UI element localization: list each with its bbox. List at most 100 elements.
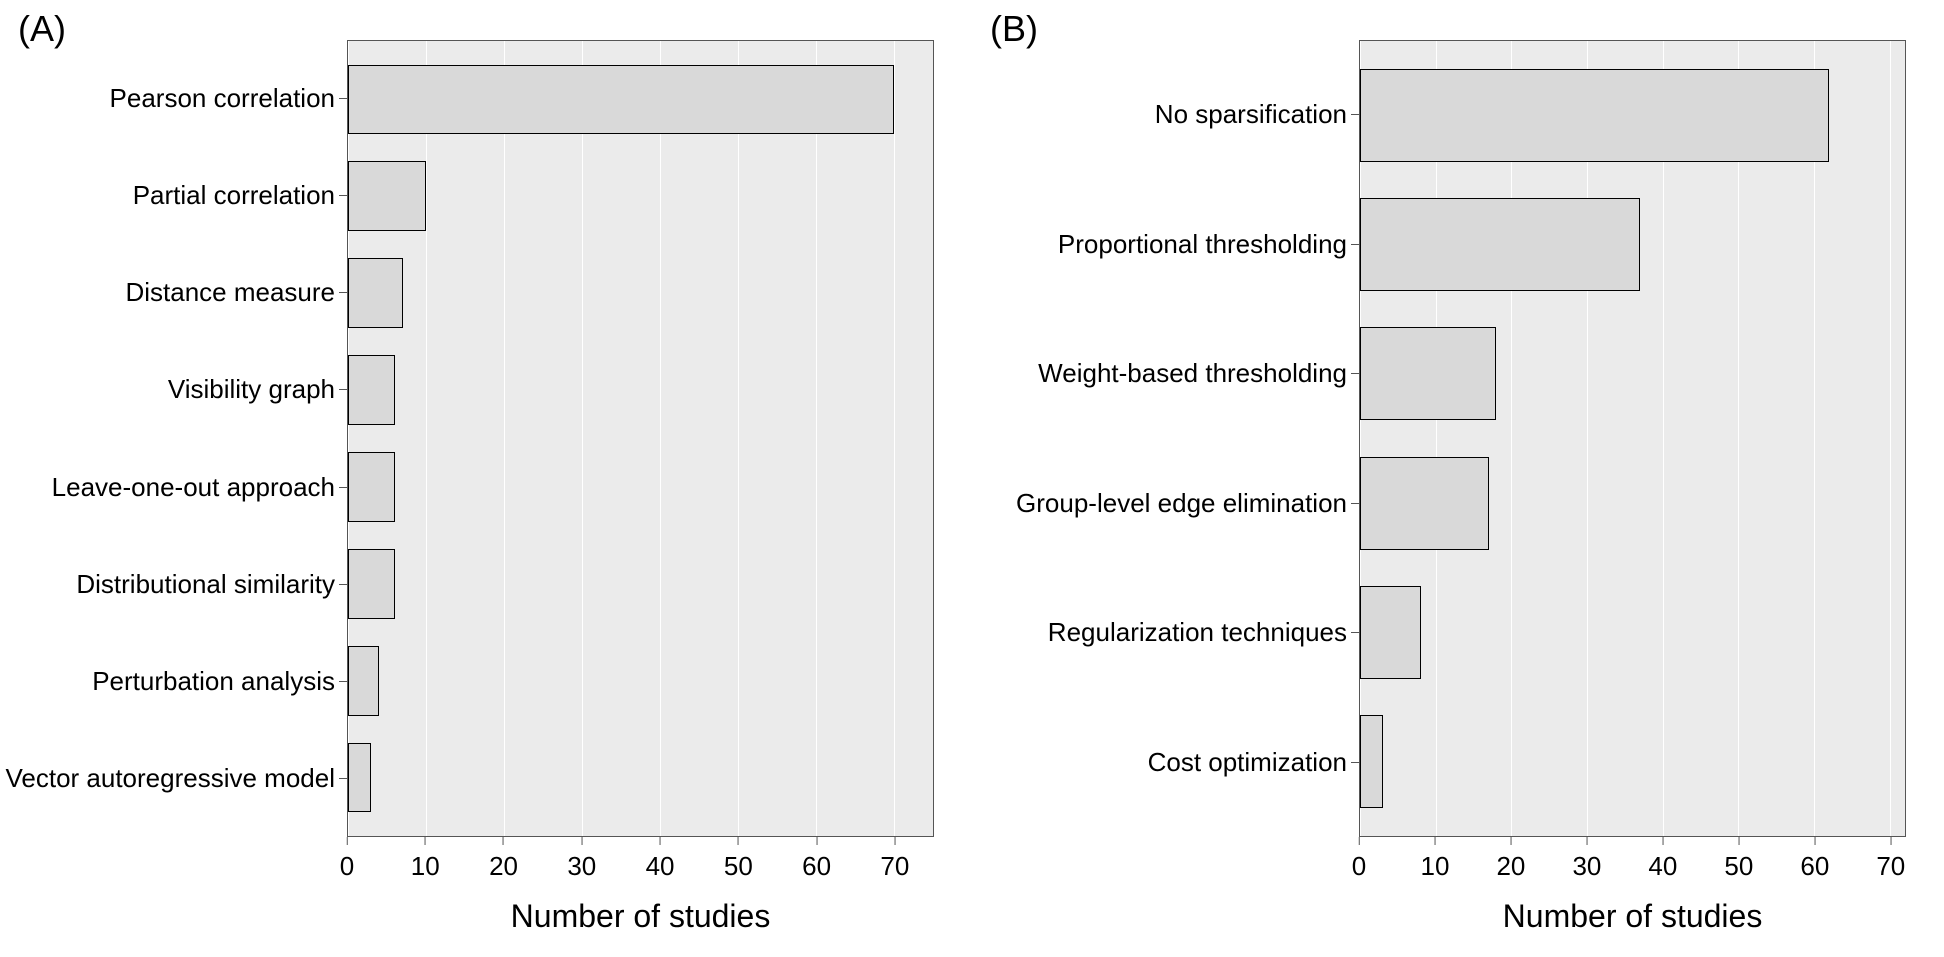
- x-tick-label: 10: [411, 851, 440, 882]
- bar-row: [1360, 51, 1905, 180]
- x-tick-mark: [894, 837, 895, 845]
- bar-row: [1360, 439, 1905, 568]
- x-tick-mark: [581, 837, 582, 845]
- y-axis-label: Weight-based thresholding: [972, 309, 1347, 439]
- y-axis-label-text: Visibility graph: [168, 374, 335, 405]
- x-tick-label: 70: [1876, 851, 1905, 882]
- y-axis-label-text: Leave-one-out approach: [52, 472, 335, 503]
- x-tick: 30: [1572, 837, 1601, 882]
- panel-b: (B) No sparsificationProportional thresh…: [972, 0, 1944, 957]
- panel-a-x-title: Number of studies: [347, 898, 934, 935]
- y-tick-mark: [339, 195, 347, 196]
- x-tick: 40: [646, 837, 675, 882]
- x-tick: 60: [1800, 837, 1829, 882]
- bar: [1360, 198, 1640, 291]
- x-tick: 50: [1724, 837, 1753, 882]
- y-tick-mark: [339, 487, 347, 488]
- y-axis-label-text: Vector autoregressive model: [5, 763, 335, 794]
- y-axis-label-text: Weight-based thresholding: [1038, 358, 1347, 389]
- bar-row: [348, 439, 933, 536]
- y-axis-label: Partial correlation: [0, 147, 335, 244]
- bar-row: [1360, 180, 1905, 309]
- figure-container: (A) Pearson correlationPartial correlati…: [0, 0, 1944, 957]
- y-axis-label-text: Perturbation analysis: [92, 666, 335, 697]
- y-tick-mark: [1351, 632, 1359, 633]
- bar: [1360, 457, 1489, 550]
- y-axis-label: Distributional similarity: [0, 536, 335, 633]
- y-axis-label-text: Group-level edge elimination: [1016, 488, 1347, 519]
- y-axis-label-text: Distributional similarity: [76, 569, 335, 600]
- x-tick-label: 50: [724, 851, 753, 882]
- panel-a-y-labels: Pearson correlationPartial correlationDi…: [0, 40, 335, 837]
- y-tick-mark: [339, 778, 347, 779]
- y-tick-mark: [1351, 762, 1359, 763]
- x-tick: 20: [489, 837, 518, 882]
- bar-row: [348, 51, 933, 148]
- x-tick-label: 30: [1572, 851, 1601, 882]
- x-tick: 10: [1421, 837, 1450, 882]
- x-tick-mark: [425, 837, 426, 845]
- panel-b-y-labels: No sparsificationProportional thresholdi…: [972, 40, 1347, 837]
- y-axis-label: Visibility graph: [0, 341, 335, 438]
- x-tick-mark: [1586, 837, 1587, 845]
- x-tick-mark: [347, 837, 348, 845]
- bar: [1360, 327, 1496, 420]
- panel-a: (A) Pearson correlationPartial correlati…: [0, 0, 972, 957]
- bar-row: [348, 535, 933, 632]
- y-axis-label-text: Regularization techniques: [1048, 617, 1347, 648]
- x-tick-mark: [1890, 837, 1891, 845]
- x-tick-label: 20: [489, 851, 518, 882]
- y-tick-mark: [339, 292, 347, 293]
- panel-a-bars: [348, 41, 933, 836]
- y-tick-mark: [1351, 503, 1359, 504]
- x-tick-mark: [503, 837, 504, 845]
- x-tick-mark: [1510, 837, 1511, 845]
- y-axis-label: Regularization techniques: [972, 568, 1347, 698]
- x-tick-label: 50: [1724, 851, 1753, 882]
- bar: [348, 258, 403, 328]
- bar-row: [1360, 309, 1905, 438]
- x-tick-mark: [1434, 837, 1435, 845]
- panel-b-x-axis: 010203040506070: [1359, 837, 1906, 887]
- y-tick-mark: [339, 681, 347, 682]
- x-tick-label: 60: [1800, 851, 1829, 882]
- y-axis-label: Proportional thresholding: [972, 180, 1347, 310]
- bar: [348, 65, 894, 135]
- panel-a-plot-area: [347, 40, 934, 837]
- x-tick: 0: [340, 837, 354, 882]
- bar: [348, 646, 379, 716]
- x-tick-label: 0: [1352, 851, 1366, 882]
- panel-b-x-title: Number of studies: [1359, 898, 1906, 935]
- x-tick-mark: [1662, 837, 1663, 845]
- bar-row: [348, 342, 933, 439]
- bar: [348, 549, 395, 619]
- bar: [348, 161, 426, 231]
- bar-row: [1360, 568, 1905, 697]
- bar-row: [348, 632, 933, 729]
- x-tick: 10: [411, 837, 440, 882]
- x-tick: 0: [1352, 837, 1366, 882]
- x-tick-label: 60: [802, 851, 831, 882]
- bar: [1360, 715, 1383, 808]
- panel-b-bars: [1360, 41, 1905, 836]
- y-tick-mark: [339, 584, 347, 585]
- x-tick-mark: [1814, 837, 1815, 845]
- x-tick-mark: [738, 837, 739, 845]
- x-tick: 60: [802, 837, 831, 882]
- y-tick-mark: [339, 389, 347, 390]
- panel-b-plot-area: [1359, 40, 1906, 837]
- y-axis-label: Perturbation analysis: [0, 633, 335, 730]
- y-axis-label: Leave-one-out approach: [0, 439, 335, 536]
- x-tick-label: 0: [340, 851, 354, 882]
- x-tick: 30: [567, 837, 596, 882]
- x-tick: 70: [880, 837, 909, 882]
- bar: [1360, 69, 1829, 162]
- x-tick-mark: [1359, 837, 1360, 845]
- panel-a-x-axis: 010203040506070: [347, 837, 934, 887]
- x-tick-label: 10: [1421, 851, 1450, 882]
- bar: [348, 743, 371, 813]
- bar: [348, 355, 395, 425]
- y-axis-label: Cost optimization: [972, 698, 1347, 828]
- bar-row: [1360, 697, 1905, 826]
- bar-row: [348, 148, 933, 245]
